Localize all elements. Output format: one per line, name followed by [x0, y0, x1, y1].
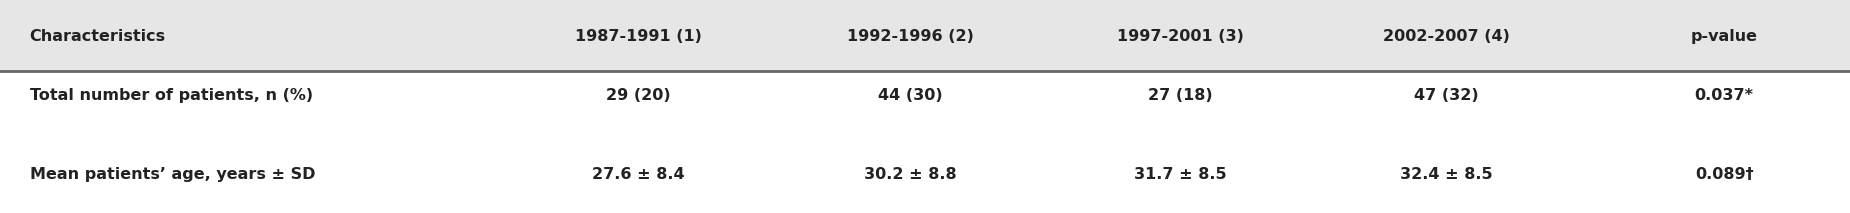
Text: Mean patients’ age, years ± SD: Mean patients’ age, years ± SD [30, 167, 315, 182]
Bar [0, 0, 1850, 71]
Text: 1987-1991 (1): 1987-1991 (1) [575, 29, 701, 44]
Text: 1992-1996 (2): 1992-1996 (2) [847, 29, 973, 44]
Text: 0.037*: 0.037* [1695, 88, 1754, 103]
Text: 32.4 ± 8.5: 32.4 ± 8.5 [1400, 167, 1493, 182]
Text: p-value: p-value [1691, 29, 1758, 44]
Text: 44 (30): 44 (30) [879, 88, 942, 103]
Text: 0.089†: 0.089† [1695, 167, 1754, 182]
Text: 29 (20): 29 (20) [607, 88, 670, 103]
Text: 1997-2001 (3): 1997-2001 (3) [1117, 29, 1243, 44]
Text: Characteristics: Characteristics [30, 29, 166, 44]
Text: 27 (18): 27 (18) [1149, 88, 1212, 103]
Bar [0, 71, 1850, 213]
Text: 27.6 ± 8.4: 27.6 ± 8.4 [592, 167, 684, 182]
Text: 31.7 ± 8.5: 31.7 ± 8.5 [1134, 167, 1227, 182]
Text: 47 (32): 47 (32) [1415, 88, 1478, 103]
Text: 30.2 ± 8.8: 30.2 ± 8.8 [864, 167, 956, 182]
Text: Total number of patients, n (%): Total number of patients, n (%) [30, 88, 313, 103]
Text: 2002-2007 (4): 2002-2007 (4) [1384, 29, 1510, 44]
